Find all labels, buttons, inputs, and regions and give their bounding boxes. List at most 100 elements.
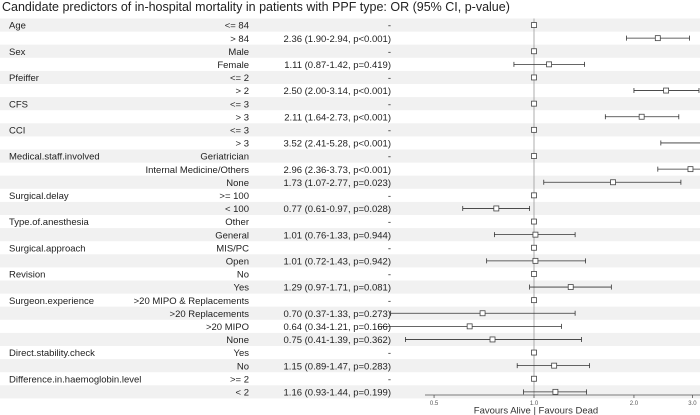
row-band (0, 175, 700, 189)
or-point (531, 271, 537, 277)
or-point (663, 87, 670, 94)
or-text: 2.96 (2.36-3.73, p<0.001) (284, 165, 391, 176)
or-point (531, 244, 537, 251)
or-text: - (388, 243, 391, 254)
or-text: 1.29 (0.97-1.71, p=0.081) (284, 283, 391, 294)
or-point (531, 126, 537, 133)
level-label: Geriatrician (200, 152, 249, 163)
or-text: - (388, 152, 391, 163)
or-text: - (388, 348, 391, 359)
level-label: <= 2 (230, 73, 249, 84)
row-band (0, 280, 700, 294)
row-bands (0, 18, 700, 399)
row-band (0, 228, 700, 242)
x-tick-label: 3.0 (688, 401, 697, 407)
or-text: 2.36 (1.90-2.94, p<0.001) (284, 34, 391, 45)
or-text: 0.64 (0.34-1.21, p=0.166) (284, 322, 391, 333)
level-label: General (215, 230, 249, 241)
or-point (610, 179, 616, 186)
level-label: > 2 (236, 86, 249, 97)
or-text: - (388, 125, 391, 136)
or-text: - (388, 374, 391, 385)
level-label: >20 MIPO (206, 322, 249, 333)
or-text: - (388, 47, 391, 58)
row-band (0, 18, 700, 32)
level-label: <= 3 (230, 99, 249, 110)
or-point (493, 205, 500, 212)
or-point (654, 35, 661, 42)
level-label: MIS/PC (216, 243, 249, 254)
or-point (546, 61, 552, 68)
level-label: >= 100 (219, 191, 249, 202)
or-point (532, 231, 539, 238)
level-label: >20 MIPO & Replacements (134, 296, 250, 307)
row-band (0, 149, 700, 163)
level-label: No (237, 361, 249, 372)
or-point (466, 323, 473, 330)
or-point (532, 257, 539, 264)
or-text: 2.50 (2.00-3.14, p<0.001) (284, 86, 391, 97)
or-text: - (388, 296, 391, 307)
or-text: 0.75 (0.41-1.39, p=0.362) (284, 335, 391, 346)
or-point (531, 297, 537, 304)
or-text: 3.52 (2.41-5.28, p<0.001) (284, 139, 391, 150)
level-label: < 100 (225, 204, 249, 215)
level-label: Male (228, 47, 249, 58)
or-text: - (388, 217, 391, 228)
level-label: No (237, 270, 249, 281)
level-label: > 84 (230, 34, 249, 45)
or-text: 1.01 (0.76-1.33, p=0.944) (284, 230, 391, 241)
row-band (0, 97, 700, 111)
or-text: 0.70 (0.37-1.33, p=0.273) (284, 309, 391, 320)
row-band (0, 306, 700, 320)
or-text: 0.77 (0.61-0.97, p=0.028) (284, 204, 391, 215)
level-label: None (226, 335, 249, 346)
level-label: None (226, 178, 249, 189)
or-point (489, 336, 496, 343)
or-point (531, 375, 537, 382)
or-point (531, 48, 537, 55)
or-text: - (388, 270, 391, 281)
or-text: 1.11 (0.87-1.42, p=0.419) (284, 60, 391, 71)
x-tick-label: 0.5 (430, 401, 439, 407)
row-band (0, 254, 700, 268)
variable-label: Surgical.delay (9, 191, 69, 202)
or-point (531, 74, 537, 81)
row-labels: Age <= 84 - > 84 2.36 (1.90-2.94, p<0.001) Se… (9, 21, 391, 399)
level-label: Open (226, 256, 249, 267)
x-tick-label: 2.0 (630, 401, 639, 407)
or-text: - (388, 191, 391, 202)
level-label: Yes (234, 283, 250, 294)
level-label: Yes (234, 348, 250, 359)
variable-label: Direct.stability.check (9, 348, 95, 359)
or-text: 1.15 (0.89-1.47, p=0.283) (284, 361, 391, 372)
or-point (531, 100, 537, 107)
or-point (567, 284, 574, 290)
level-label: > 3 (236, 139, 249, 150)
plot-marks (378, 22, 700, 395)
or-point (479, 310, 486, 317)
or-point (531, 218, 537, 225)
level-label: >20 Replacements (170, 309, 250, 320)
or-point (531, 153, 537, 159)
row-band (0, 44, 700, 58)
variable-label: Medical.staff.involved (9, 152, 100, 163)
variable-label: Type.of.anesthesia (9, 217, 89, 228)
or-text: - (388, 73, 391, 84)
variable-label: Surgical.approach (9, 243, 86, 254)
level-label: <= 84 (225, 21, 249, 32)
or-point (531, 349, 537, 356)
or-point (552, 388, 559, 395)
or-text: 1.16 (0.93-1.44, p=0.199) (284, 387, 391, 398)
or-text: 2.11 (1.64-2.73, p<0.001) (284, 112, 391, 123)
row-band (0, 201, 700, 215)
variable-label: Pfeiffer (9, 73, 39, 84)
or-text: 1.73 (1.07-2.77, p=0.023) (284, 178, 391, 189)
variable-label: Difference.in.haemoglobin.level (9, 374, 141, 385)
row-band (0, 70, 700, 84)
level-label: > 3 (236, 112, 249, 123)
chart-title: Candidate predictors of in-hospital mort… (2, 0, 510, 14)
or-point (531, 192, 537, 199)
level-label: >= 2 (230, 374, 249, 385)
